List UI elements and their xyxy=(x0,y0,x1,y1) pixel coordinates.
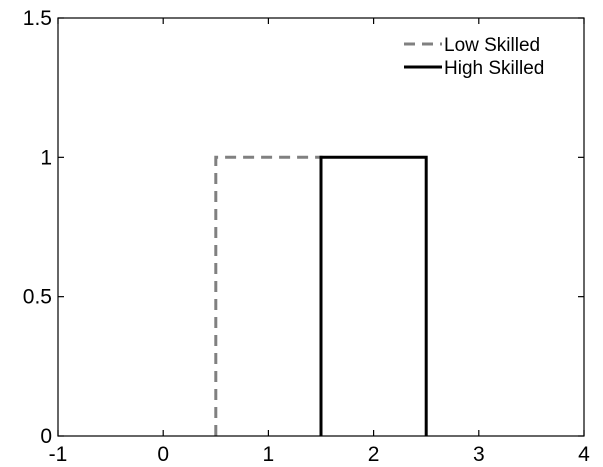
x-tick-label: 0 xyxy=(157,443,169,466)
y-tick-label: 0.5 xyxy=(23,286,52,309)
legend-label-0: Low Skilled xyxy=(444,35,540,56)
y-tick-label: 1.5 xyxy=(23,7,52,30)
series-layer xyxy=(214,155,428,436)
x-tick-label: 3 xyxy=(473,443,485,466)
y-tick-label: 0 xyxy=(40,425,52,448)
y-tick-label: 1 xyxy=(40,146,52,169)
x-tick-label: 1 xyxy=(263,443,275,466)
axes-box xyxy=(57,17,585,437)
x-tick-label: 4 xyxy=(578,443,590,466)
ticks-layer: -1 0 1 2 3 400.511.5 xyxy=(23,7,590,466)
x-tick-label: 2 xyxy=(368,443,380,466)
series-line-1 xyxy=(319,155,428,436)
x-tick-label: -1 xyxy=(49,443,68,466)
legend-label-1: High Skilled xyxy=(444,58,544,79)
